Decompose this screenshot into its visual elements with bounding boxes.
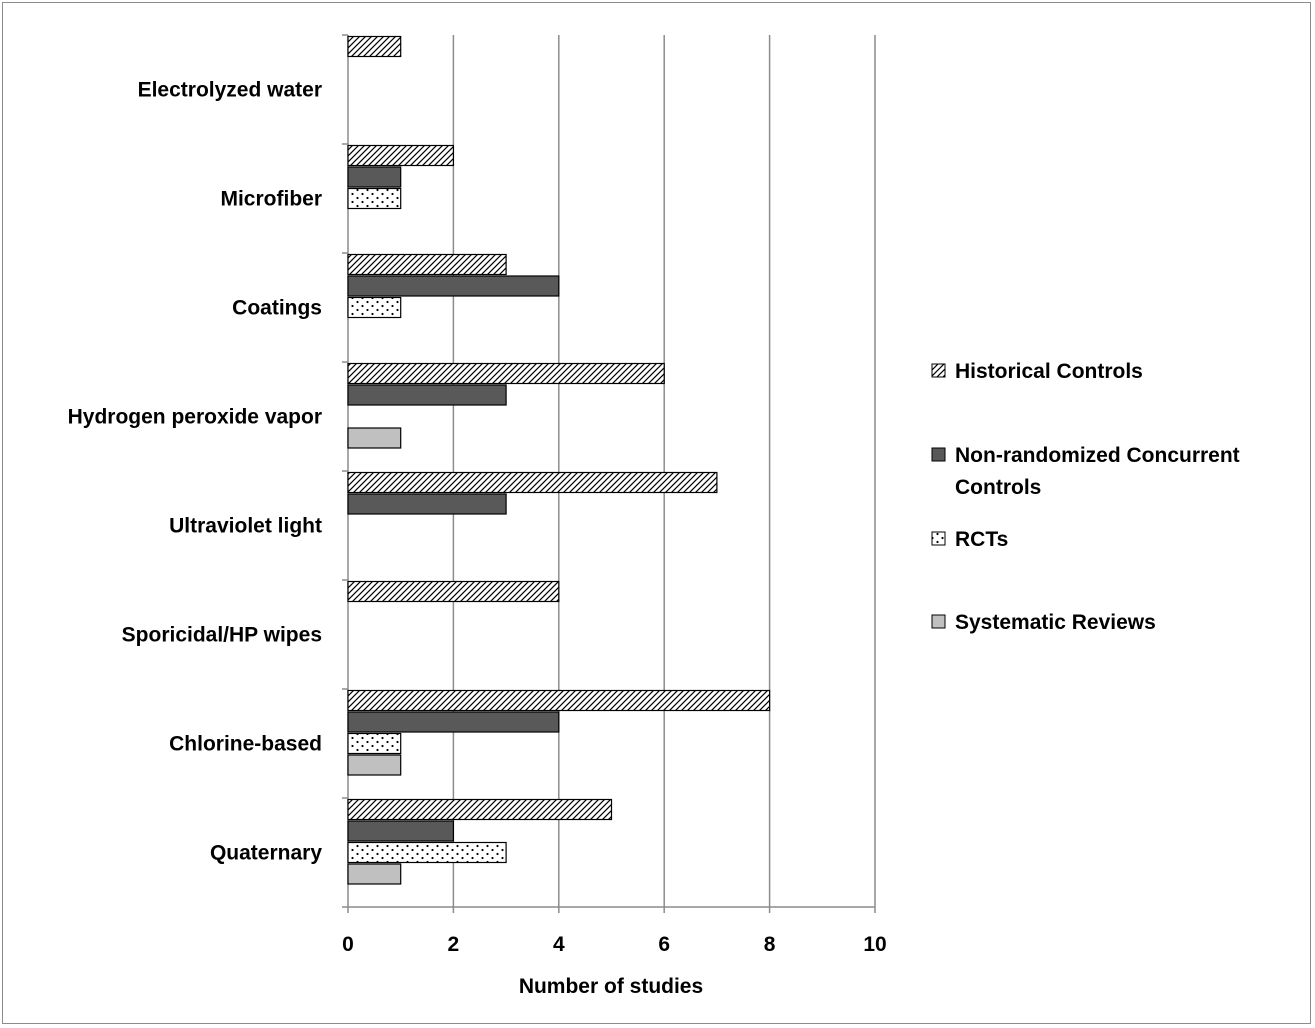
category-label: Hydrogen peroxide vapor <box>68 406 322 429</box>
bar-historical-controls-hydrogen-peroxide-vapor <box>347 362 665 385</box>
bar-non-randomized-concurrent-controls-coatings <box>347 275 560 297</box>
bar-non-randomized-concurrent-controls-chlorine-based <box>347 711 560 733</box>
bar-rcts-coatings <box>347 296 402 319</box>
x-tick-label: 4 <box>553 933 565 956</box>
bar-non-randomized-concurrent-controls-ultraviolet-light <box>347 493 507 515</box>
bar-rcts-chlorine-based <box>347 732 402 755</box>
bar-historical-controls-chlorine-based <box>347 689 771 712</box>
bar-systematic-reviews-quaternary <box>347 863 402 885</box>
bar-non-randomized-concurrent-controls-hydrogen-peroxide-vapor <box>347 384 507 406</box>
category-label: Quaternary <box>210 842 322 865</box>
bar-historical-controls-quaternary <box>347 798 613 821</box>
category-label: Sporicidal/HP wipes <box>122 624 322 647</box>
category-labels: Quaternary Chlorine-based Sporicidal/HP wi… <box>68 79 323 865</box>
category-label: Electrolyzed water <box>138 79 322 102</box>
x-tick-label: 8 <box>764 933 776 956</box>
x-axis-title: Number of studies <box>519 975 703 998</box>
x-tick-label: 6 <box>658 933 670 956</box>
legend-swatch <box>931 447 946 462</box>
x-tick-labels: 0 2 4 6 8 10 <box>342 933 887 956</box>
category-label: Microfiber <box>220 188 322 211</box>
gridlines <box>452 35 876 907</box>
bar-historical-controls-microfiber <box>347 144 455 167</box>
x-tick-label: 0 <box>342 933 354 956</box>
legend-label: Systematic Reviews <box>955 611 1156 634</box>
bar-historical-controls-coatings <box>347 253 507 276</box>
bar-systematic-reviews-chlorine-based <box>347 754 402 776</box>
category-label: Ultraviolet light <box>169 515 322 538</box>
bar-systematic-reviews-hydrogen-peroxide-vapor <box>347 427 402 449</box>
category-label: Coatings <box>232 297 322 320</box>
x-tick-label: 2 <box>448 933 460 956</box>
bar-non-randomized-concurrent-controls-quaternary <box>347 820 455 842</box>
legend-swatch <box>931 363 946 378</box>
bar-historical-controls-ultraviolet-light <box>347 471 718 494</box>
bar-historical-controls-electrolyzed-water <box>347 35 402 58</box>
legend-label: Historical Controls <box>955 360 1143 383</box>
legend: Historical Controls Non-randomized Concur… <box>931 360 1240 634</box>
bar-rcts-quaternary <box>347 841 507 864</box>
x-tick-label: 10 <box>863 933 886 956</box>
bar-non-randomized-concurrent-controls-microfiber <box>347 166 402 188</box>
legend-swatch <box>931 614 946 629</box>
legend-label: RCTs <box>955 528 1008 551</box>
bars <box>347 35 771 885</box>
category-label: Chlorine-based <box>169 733 322 756</box>
legend-swatch <box>931 531 946 546</box>
legend-label: Non-randomized Concurrent Controls <box>955 444 1240 499</box>
bar-historical-controls-sporicidal-hp-wipes <box>347 580 560 603</box>
bar-rcts-microfiber <box>347 187 402 210</box>
